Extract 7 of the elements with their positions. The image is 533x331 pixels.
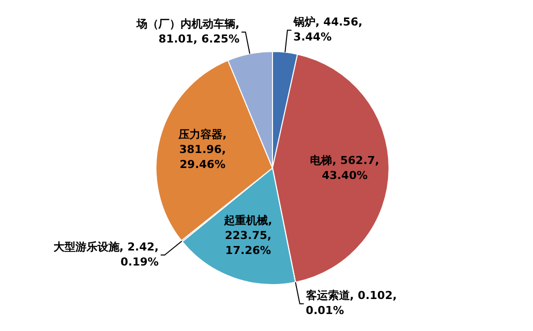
slice-label: 起重机械, 223.75, 17.26%: [223, 214, 272, 257]
slice-label: 电梯, 562.7, 43.40%: [310, 154, 380, 182]
slice-label: 锅炉, 44.56, 3.44%: [292, 16, 362, 44]
slice-label: 大型游乐设施, 2.42, 0.19%: [53, 240, 159, 268]
slice-label: 压力容器, 381.96, 29.46%: [177, 128, 227, 171]
slice-label: 场（厂）内机动车辆, 81.01, 6.25%: [135, 18, 240, 46]
slice-label: 客运索道, 0.102, 0.01%: [304, 289, 397, 318]
